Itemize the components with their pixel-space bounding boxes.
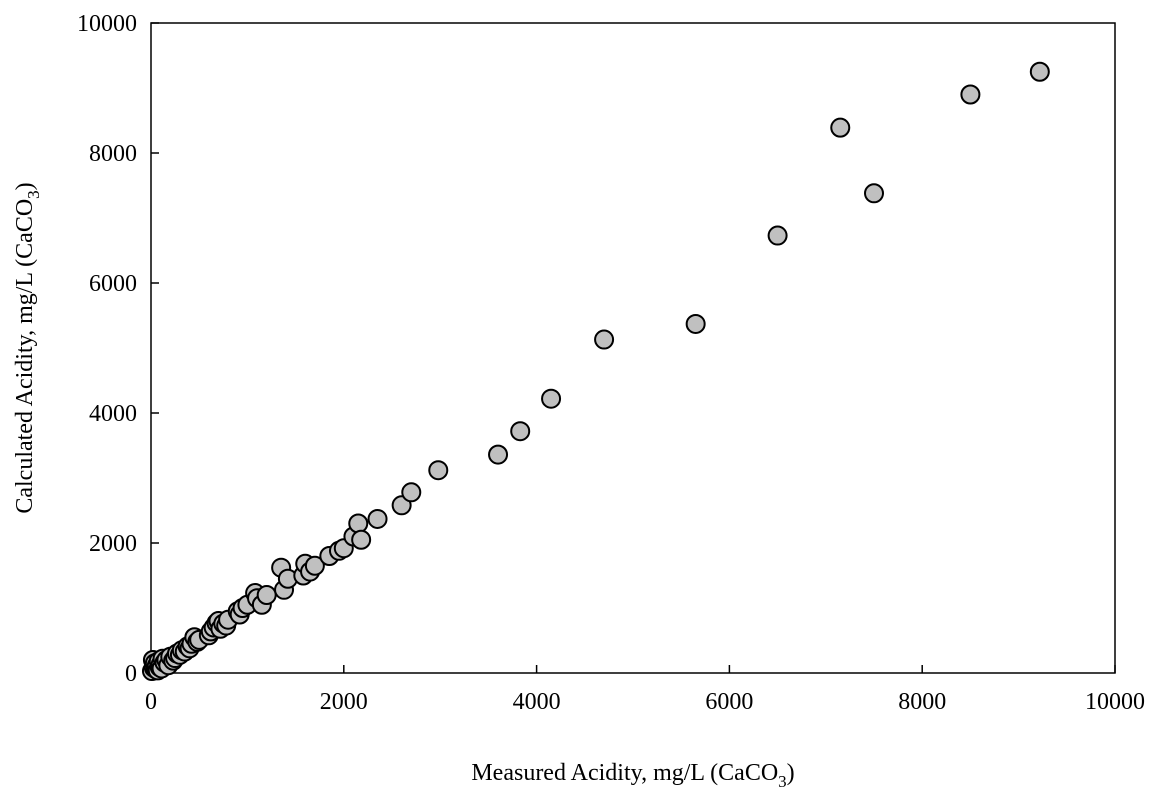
- y-tick-label: 6000: [89, 271, 137, 297]
- x-tick-label: 10000: [1085, 689, 1145, 715]
- data-point: [256, 585, 277, 605]
- data-point: [367, 508, 388, 529]
- y-tick-label: 10000: [77, 11, 137, 37]
- y-axis-ticks: 0 2000 4000 6000 8000 10000: [77, 11, 159, 687]
- data-points: [141, 61, 1050, 682]
- data-point: [594, 329, 615, 350]
- data-point: [428, 460, 449, 481]
- data-point: [401, 482, 422, 503]
- y-tick-label: 0: [125, 661, 137, 687]
- data-point: [348, 513, 369, 534]
- y-axis-title: Calculated Acidity, mg/L (CaCO3): [12, 182, 43, 513]
- y-tick-label: 2000: [89, 531, 137, 557]
- plot-area: [150, 22, 1116, 674]
- data-point: [541, 388, 562, 409]
- x-tick-label: 2000: [320, 689, 368, 715]
- data-point: [960, 84, 981, 105]
- x-tick-label: 6000: [705, 689, 753, 715]
- data-point: [864, 183, 884, 204]
- x-tick-label: 0: [145, 689, 157, 715]
- x-tick-label: 4000: [513, 689, 561, 715]
- data-point: [1029, 61, 1050, 82]
- data-point: [830, 117, 851, 138]
- data-point: [351, 529, 372, 550]
- x-axis-ticks: 0 2000 4000 6000 8000 10000: [145, 665, 1145, 715]
- data-point: [488, 444, 509, 465]
- x-tick-label: 8000: [898, 689, 946, 715]
- data-point: [304, 555, 325, 576]
- data-point: [767, 225, 788, 246]
- y-tick-label: 4000: [89, 401, 137, 427]
- data-point: [510, 421, 531, 442]
- y-tick-label: 8000: [89, 141, 137, 167]
- data-point: [685, 313, 706, 334]
- x-axis-title: Measured Acidity, mg/L (CaCO3): [471, 760, 794, 791]
